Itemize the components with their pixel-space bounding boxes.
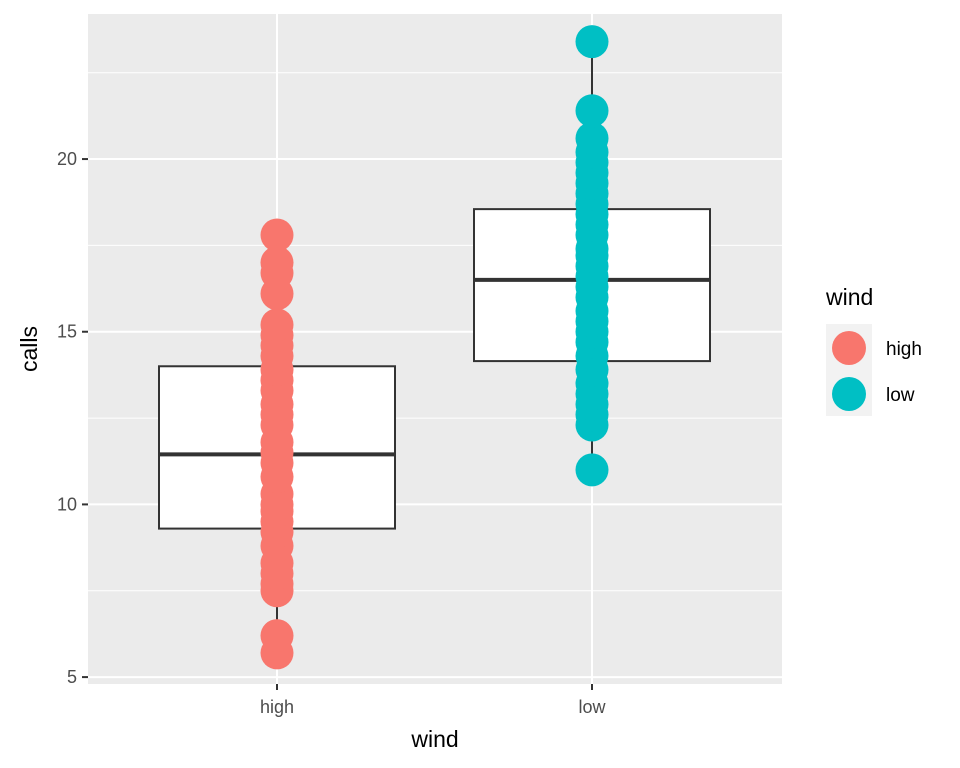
y-axis: 5 10 15 20 [57, 149, 88, 687]
y-tick-label: 15 [57, 322, 77, 342]
data-points [260, 25, 609, 670]
legend-label-high: high [886, 339, 922, 360]
y-axis-title: calls [16, 326, 42, 372]
data-point-low [575, 121, 609, 155]
legend-label-low: low [886, 385, 915, 406]
data-point-high [260, 308, 294, 342]
data-point-high [260, 246, 294, 280]
x-tick-label: high [260, 697, 294, 717]
data-point-low [575, 94, 609, 128]
x-axis-title: wind [410, 726, 458, 752]
x-axis: high low [260, 684, 607, 717]
data-point-high [260, 619, 294, 653]
data-point-low [575, 453, 609, 487]
y-tick-label: 10 [57, 494, 77, 514]
y-tick-label: 5 [67, 667, 77, 687]
legend-key-high [832, 331, 866, 365]
data-point-high [260, 218, 294, 252]
legend-title: wind [825, 284, 873, 310]
data-point-low [575, 25, 609, 59]
y-tick-label: 20 [57, 149, 77, 169]
x-tick-label: low [578, 697, 606, 717]
legend-key-low [832, 377, 866, 411]
legend: wind high low [825, 284, 922, 416]
